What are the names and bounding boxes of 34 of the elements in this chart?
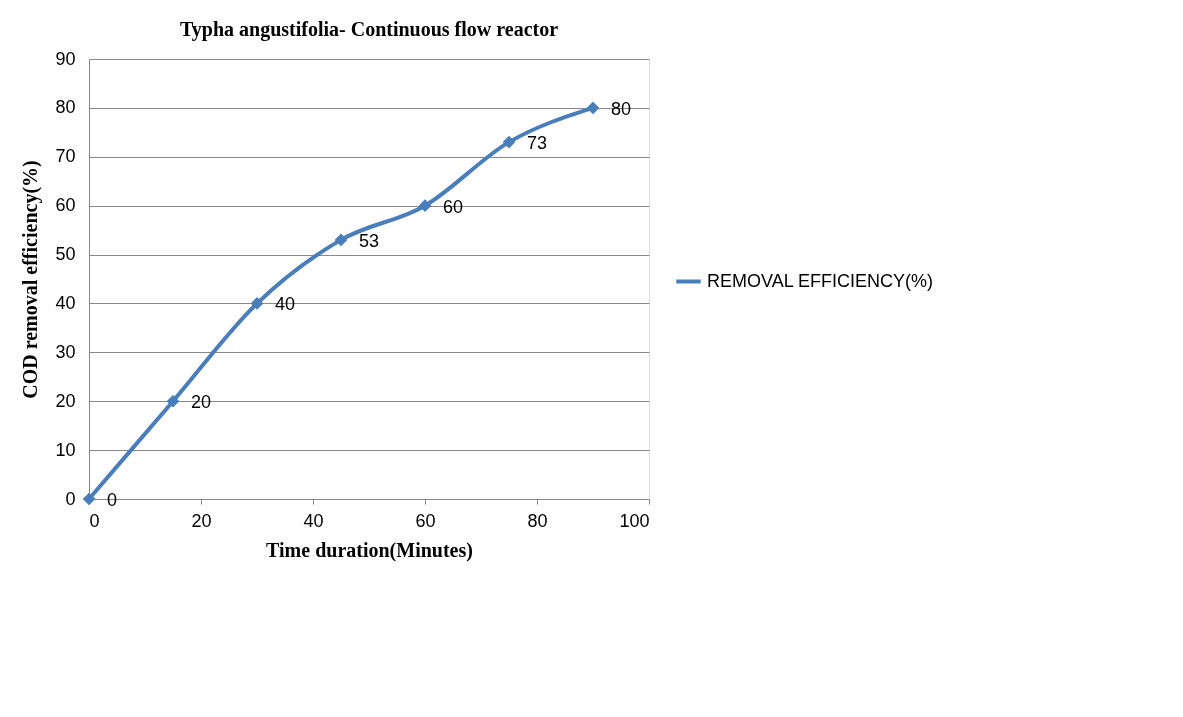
x-tick-label: 40 (303, 510, 324, 531)
y-tick-label: 70 (55, 146, 76, 167)
x-tick-label: 80 (527, 510, 548, 531)
y-tick-label: 90 (55, 48, 76, 69)
x-tick-label: 0 (89, 510, 100, 531)
x-tick-label: 60 (415, 510, 436, 531)
point (250, 297, 264, 310)
y-axis-title: COD removal efficiency(%) (19, 160, 43, 399)
x-axis-title: Time duration(Minutes) (266, 538, 473, 562)
y-tick-label: 50 (55, 244, 76, 265)
point (418, 199, 432, 212)
point (502, 135, 516, 149)
y-tick-label: 60 (55, 195, 76, 216)
point (334, 233, 348, 247)
chart-title: Typha angustifolia- Continuous flow reactor (179, 18, 559, 41)
data-label: 60 (443, 196, 464, 217)
data-label: 73 (527, 133, 548, 154)
y-tick-label: 10 (55, 439, 76, 460)
data-label: 53 (359, 230, 380, 251)
data-label: 80 (611, 98, 632, 119)
point (82, 492, 96, 506)
y-tick-label: 80 (55, 97, 76, 118)
x-tick-label: 100 (619, 510, 650, 531)
legend-label: REMOVAL EFFICIENCY(%) (707, 270, 934, 291)
point (586, 101, 600, 115)
data-label: 0 (107, 490, 118, 510)
y-tick-label: 0 (65, 488, 76, 509)
data-label: 20 (191, 392, 212, 413)
y-tick-label: 30 (55, 341, 76, 362)
y-tick-label: 40 (55, 292, 76, 313)
y-tick-label: 20 (55, 390, 76, 411)
data-label: 40 (275, 294, 296, 315)
x-tick-label: 20 (191, 510, 212, 531)
point (166, 394, 180, 408)
